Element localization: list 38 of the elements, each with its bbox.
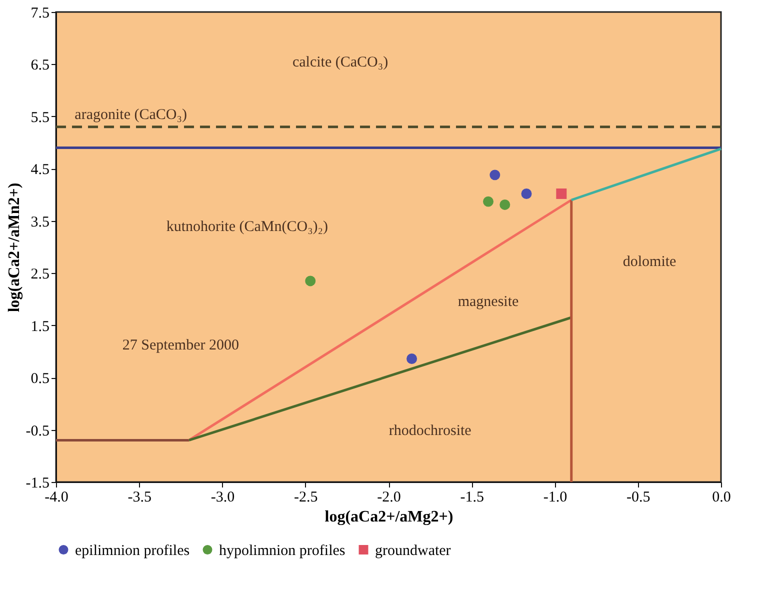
x-tick-label: -3.5 [128, 490, 152, 506]
point [490, 170, 500, 180]
x-axis-title: log(aCa2+/aMg2+) [324, 508, 454, 526]
x-tick-label: -1.5 [460, 490, 484, 506]
annotation: rhodochrosite [388, 422, 472, 439]
x-tick-label: -0.5 [626, 490, 650, 506]
y-tick-label: 2.5 [30, 266, 50, 283]
x-tick-label: 0.0 [712, 490, 731, 506]
annotation: dolomite [622, 254, 677, 270]
legend-label: epilimnion profiles [75, 542, 190, 559]
x-tick-label: -2.0 [377, 490, 401, 506]
x-tick-label: -1.0 [543, 490, 568, 506]
point [500, 199, 510, 210]
legend-label: groundwater [375, 542, 451, 559]
x-tick-label: -2.5 [294, 490, 318, 506]
y-tick-label: 7.5 [30, 6, 50, 22]
y-tick-label: 4.5 [30, 162, 50, 178]
point [556, 188, 567, 199]
y-tick-label: 6.5 [30, 58, 50, 74]
annotation: kutnohorite (CaMn(CO₃)₂) [166, 219, 328, 236]
point [483, 196, 494, 207]
point [406, 354, 418, 364]
annotation: calcite (CaCO₃) [292, 54, 388, 71]
y-axis-title: log(aCa2+/aMn2+) [6, 182, 23, 312]
annotation: magnesite [458, 294, 519, 310]
y-tick-label: 1.5 [30, 318, 50, 335]
x-tick-label: -4.0 [44, 490, 68, 506]
annotation: 27 September 2000 [122, 338, 240, 354]
y-tick-label: 0.5 [30, 371, 50, 388]
point [521, 188, 532, 199]
y-tick-label: 3.5 [30, 214, 50, 230]
y-tick-label: -1.5 [26, 476, 50, 492]
x-tick-label: -3.0 [210, 490, 235, 506]
point [305, 276, 316, 286]
annotation: aragonite (CaCO₃) [74, 106, 187, 123]
legend-label: hypolimnion profiles [219, 542, 346, 559]
y-tick-label: -0.5 [26, 423, 50, 440]
y-tick-label: 5.5 [30, 110, 50, 126]
